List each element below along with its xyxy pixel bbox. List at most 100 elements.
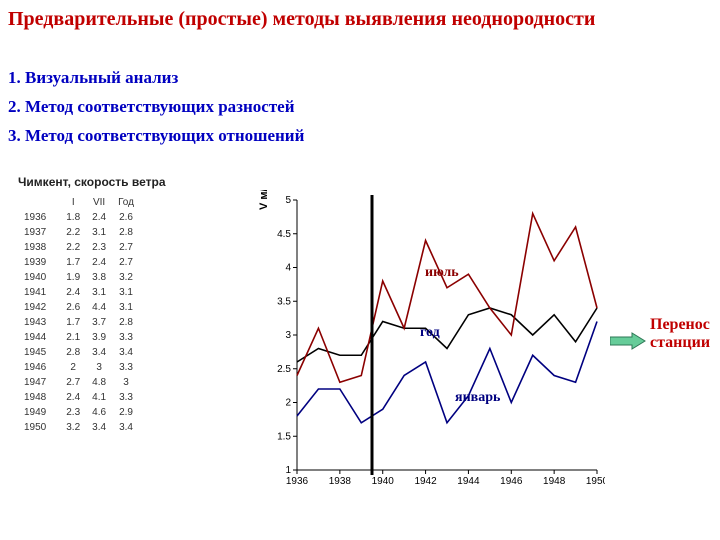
method-2: 2. Метод соответствующих разностей [8,93,304,122]
table-cell: 1941 [18,285,60,300]
svg-text:1946: 1946 [500,476,523,487]
table-cell: 3.1 [86,225,112,240]
table-cell: 4.6 [86,405,112,420]
table-cell: 1950 [18,420,60,435]
table-cell: 1939 [18,255,60,270]
svg-text:1942: 1942 [414,476,437,487]
method-3: 3. Метод соответствующих отношений [8,122,304,151]
table-cell: 1948 [18,390,60,405]
svg-text:1940: 1940 [372,476,395,487]
svg-text:4.5: 4.5 [277,229,291,240]
table-row: 19472.74.83 [18,375,140,390]
table-row: 19431.73.72.8 [18,315,140,330]
table-cell: 1940 [18,270,60,285]
svg-text:2: 2 [285,398,291,409]
table-cell: 2.4 [60,390,86,405]
table-row: 19412.43.13.1 [18,285,140,300]
table-cell: 2.6 [112,210,140,225]
table-cell: 3.4 [112,345,140,360]
table-cell: 3 [86,360,112,375]
page-title: Предварительные (простые) методы выявлен… [8,8,712,31]
svg-text:3.5: 3.5 [277,296,291,307]
table-cell: 2.8 [112,315,140,330]
svg-text:1950: 1950 [586,476,605,487]
table-cell: 3.2 [112,270,140,285]
series-label-july: июль [425,265,459,281]
svg-text:1938: 1938 [329,476,352,487]
relocation-line1: Перенос [650,316,710,333]
table-cell: 2.2 [60,240,86,255]
svg-text:1.5: 1.5 [277,431,291,442]
table-row: 19482.44.13.3 [18,390,140,405]
table-cell: 2 [60,360,86,375]
table-cell: 1.7 [60,255,86,270]
table-row: 19382.22.32.7 [18,240,140,255]
table-cell: 1944 [18,330,60,345]
table-col-header: I [60,195,86,210]
table-cell: 2.7 [60,375,86,390]
table-row: 19442.13.93.3 [18,330,140,345]
svg-text:1948: 1948 [543,476,566,487]
series-label-january: январь [455,390,500,406]
table-cell: 2.4 [86,210,112,225]
table-cell: 2.3 [60,405,86,420]
table-cell: 3.3 [112,330,140,345]
table-col-header [18,195,60,210]
table-cell: 3.9 [86,330,112,345]
table-cell: 3.4 [86,345,112,360]
table-cell: 3 [112,375,140,390]
table-cell: 3.8 [86,270,112,285]
table-cell: 3.7 [86,315,112,330]
table-cell: 3.1 [86,285,112,300]
table-row: 19401.93.83.2 [18,270,140,285]
table-cell: 1938 [18,240,60,255]
svg-text:1: 1 [285,465,291,476]
svg-text:1944: 1944 [457,476,480,487]
table-row: 19492.34.62.9 [18,405,140,420]
table-row: 19361.82.42.6 [18,210,140,225]
table-cell: 1942 [18,300,60,315]
table-cell: 1947 [18,375,60,390]
table-cell: 2.2 [60,225,86,240]
table-cell: 2.9 [112,405,140,420]
table-cell: 2.3 [86,240,112,255]
table-cell: 3.1 [112,285,140,300]
table-row: 1946233.3 [18,360,140,375]
table-cell: 3.4 [86,420,112,435]
table-cell: 2.7 [112,255,140,270]
method-1: 1. Визуальный анализ [8,64,304,93]
relocation-label: Перенос станции [650,316,710,353]
series-label-year: год [420,325,440,341]
table-row: 19391.72.42.7 [18,255,140,270]
table-cell: 1949 [18,405,60,420]
methods-list: 1. Визуальный анализ 2. Метод соответств… [8,64,304,151]
table-cell: 1.7 [60,315,86,330]
wind-speed-chart: 11.522.533.544.5519361938194019421944194… [255,190,605,500]
svg-text:4: 4 [285,263,291,274]
relocation-arrow [610,332,646,355]
table-cell: 2.6 [60,300,86,315]
svg-text:V м/с: V м/с [258,190,270,210]
table-cell: 2.4 [86,255,112,270]
table-cell: 1.8 [60,210,86,225]
table-cell: 3.2 [60,420,86,435]
table-col-header: VII [86,195,112,210]
table-col-header: Год [112,195,140,210]
relocation-line2: станции [650,334,710,351]
table-cell: 3.3 [112,390,140,405]
table-cell: 1945 [18,345,60,360]
table-cell: 2.1 [60,330,86,345]
table-title: Чимкент, скорость ветра [18,175,166,189]
table-cell: 3.3 [112,360,140,375]
table-cell: 4.8 [86,375,112,390]
wind-speed-table: IVIIГод 19361.82.42.619372.23.12.819382.… [18,195,140,435]
table-cell: 1943 [18,315,60,330]
table-row: 19503.23.43.4 [18,420,140,435]
table-cell: 2.7 [112,240,140,255]
table-cell: 1936 [18,210,60,225]
table-cell: 2.8 [60,345,86,360]
table-row: 19372.23.12.8 [18,225,140,240]
table-cell: 3.4 [112,420,140,435]
table-cell: 2.8 [112,225,140,240]
svg-text:5: 5 [285,195,291,206]
